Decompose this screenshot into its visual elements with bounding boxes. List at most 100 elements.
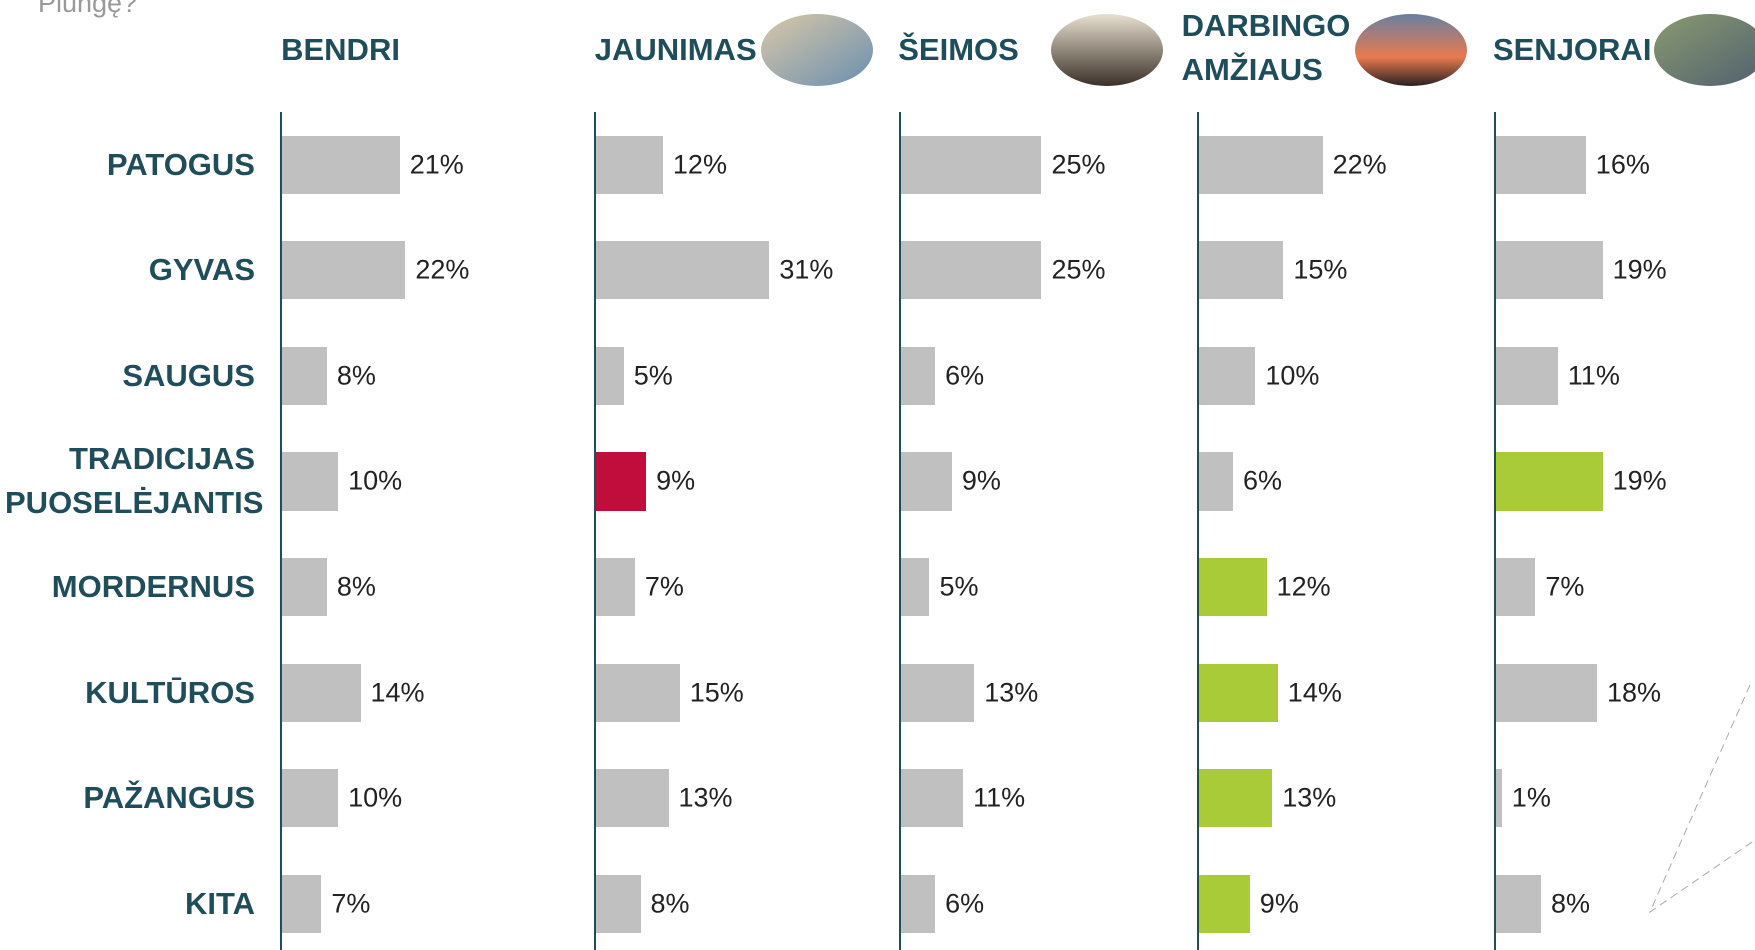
value-label: 16% bbox=[1595, 149, 1650, 180]
bar bbox=[1199, 241, 1284, 300]
bar bbox=[282, 241, 406, 300]
panel-title: ŠEIMOS bbox=[898, 32, 1019, 67]
value-label: 15% bbox=[1293, 254, 1348, 285]
value-label: 25% bbox=[1051, 149, 1106, 180]
value-label: 9% bbox=[1259, 888, 1299, 919]
bar bbox=[1199, 135, 1323, 194]
axis-line bbox=[1197, 112, 1200, 950]
bar bbox=[595, 452, 647, 511]
value-label: 14% bbox=[1287, 677, 1342, 708]
bar bbox=[282, 874, 322, 934]
panel-title: DARBINGO AMŽIAUS bbox=[1181, 8, 1351, 87]
bar bbox=[901, 557, 930, 617]
value-label: 9% bbox=[961, 465, 1001, 496]
photo-seniors bbox=[1654, 14, 1755, 86]
bar bbox=[901, 452, 952, 511]
bar bbox=[1496, 663, 1597, 722]
bar bbox=[1496, 452, 1603, 511]
value-label: 15% bbox=[689, 677, 744, 708]
value-label: 7% bbox=[331, 888, 371, 919]
bar bbox=[1199, 557, 1267, 617]
value-label: 25% bbox=[1051, 254, 1106, 285]
bar bbox=[901, 346, 936, 405]
axis-line bbox=[280, 112, 283, 950]
bar bbox=[1496, 135, 1586, 194]
value-label: 7% bbox=[644, 571, 684, 602]
value-label: 9% bbox=[656, 465, 696, 496]
bar bbox=[901, 874, 936, 934]
panel-title: BENDRI bbox=[281, 32, 400, 67]
panel-title: SENJORAI bbox=[1492, 32, 1652, 67]
bar bbox=[282, 452, 339, 511]
bar bbox=[901, 663, 975, 722]
value-label: 8% bbox=[336, 571, 376, 602]
value-label: 12% bbox=[1276, 571, 1331, 602]
bar bbox=[901, 135, 1042, 194]
axis-line bbox=[593, 112, 596, 950]
value-label: 18% bbox=[1607, 677, 1662, 708]
value-label: 22% bbox=[1332, 149, 1387, 180]
category-label: PATOGUS bbox=[106, 146, 255, 182]
value-label: 13% bbox=[984, 677, 1039, 708]
bar bbox=[595, 557, 635, 617]
value-label: 1% bbox=[1511, 782, 1551, 813]
bar bbox=[1496, 769, 1502, 828]
value-label: 8% bbox=[1551, 888, 1591, 919]
photo-families bbox=[1051, 14, 1163, 86]
value-label: 31% bbox=[779, 254, 834, 285]
category-label: SAUGUS bbox=[122, 357, 255, 393]
title: Plungę? bbox=[38, 0, 138, 18]
photo-working-age bbox=[1355, 14, 1467, 86]
bar bbox=[282, 346, 327, 405]
bar bbox=[595, 769, 669, 828]
category-label: KULTŪROS bbox=[85, 674, 255, 710]
bar bbox=[282, 135, 400, 194]
value-label: 10% bbox=[348, 465, 403, 496]
bar bbox=[595, 241, 770, 300]
bar bbox=[595, 874, 641, 934]
bar bbox=[1199, 452, 1233, 511]
category-label: PAŽANGUS bbox=[83, 780, 255, 816]
bar bbox=[1199, 874, 1250, 934]
axis-line bbox=[899, 112, 902, 950]
value-label: 14% bbox=[370, 677, 425, 708]
value-label: 19% bbox=[1612, 465, 1667, 496]
value-label: 19% bbox=[1612, 254, 1667, 285]
bar bbox=[1199, 346, 1256, 405]
value-label: 10% bbox=[1265, 360, 1320, 391]
bar bbox=[1496, 874, 1541, 934]
category-label: MORDERNUS bbox=[51, 569, 255, 605]
bar bbox=[595, 135, 663, 194]
bar bbox=[1496, 241, 1603, 300]
decor-lines bbox=[1648, 684, 1755, 914]
bar bbox=[1199, 769, 1273, 828]
bar bbox=[595, 346, 624, 405]
value-label: 6% bbox=[945, 888, 985, 919]
value-label: 7% bbox=[1545, 571, 1585, 602]
category-label: TRADICIJAS PUOSELĖJANTIS bbox=[5, 441, 264, 521]
value-label: 8% bbox=[336, 360, 376, 391]
value-label: 13% bbox=[678, 782, 733, 813]
bar bbox=[282, 769, 339, 828]
value-label: 21% bbox=[409, 149, 464, 180]
value-label: 11% bbox=[1567, 360, 1620, 391]
bar bbox=[1496, 346, 1558, 405]
value-label: 5% bbox=[939, 571, 979, 602]
value-label: 10% bbox=[348, 782, 403, 813]
bar bbox=[1496, 557, 1536, 617]
category-label: GYVAS bbox=[148, 252, 255, 288]
value-label: 11% bbox=[973, 782, 1026, 813]
bar bbox=[282, 663, 361, 722]
value-label: 6% bbox=[1243, 465, 1283, 496]
bar bbox=[282, 557, 327, 617]
panel-title: JAUNIMAS bbox=[594, 32, 757, 67]
axis-line bbox=[1494, 112, 1497, 950]
value-label: 12% bbox=[672, 149, 727, 180]
value-label: 22% bbox=[415, 254, 470, 285]
value-label: 8% bbox=[650, 888, 690, 919]
bar bbox=[901, 241, 1042, 300]
bar bbox=[1199, 663, 1278, 722]
bar bbox=[595, 663, 680, 722]
